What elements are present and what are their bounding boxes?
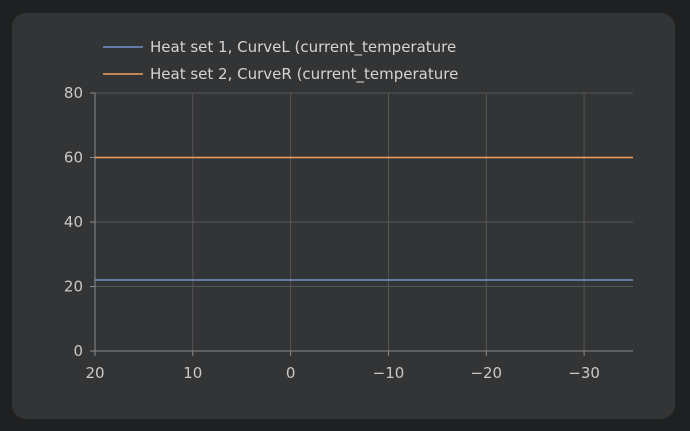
y-tick-label: 80 bbox=[64, 84, 83, 102]
y-tick-label: 0 bbox=[73, 342, 83, 360]
y-tick-label: 40 bbox=[64, 213, 83, 231]
x-tick-label: 20 bbox=[85, 364, 104, 382]
axes bbox=[90, 92, 633, 356]
x-tick-label: 0 bbox=[286, 364, 296, 382]
legend: Heat set 1, CurveL (current_temperature H… bbox=[103, 38, 458, 84]
y-tick-label: 20 bbox=[64, 278, 83, 296]
x-tick-label: 10 bbox=[183, 364, 202, 382]
legend-label-1: Heat set 1, CurveL (current_temperature bbox=[150, 38, 456, 57]
series-lines bbox=[95, 156, 633, 281]
x-tick-label: −20 bbox=[470, 364, 502, 382]
legend-label-2: Heat set 2, CurveR (current_temperature bbox=[150, 65, 458, 84]
x-tick-label: −10 bbox=[373, 364, 405, 382]
grid-lines bbox=[95, 92, 633, 351]
x-tick-label: −30 bbox=[568, 364, 600, 382]
y-tick-label: 60 bbox=[64, 149, 83, 167]
